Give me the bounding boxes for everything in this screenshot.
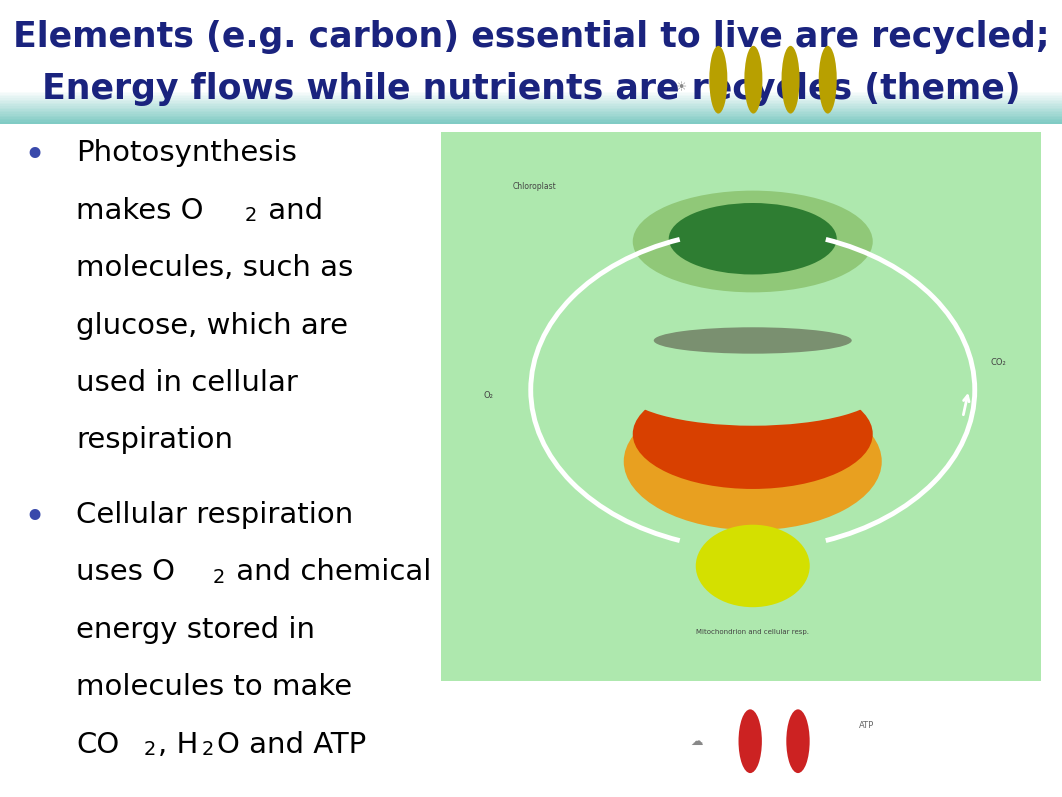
Bar (0, 101, 1062, 103)
Bar (0, 116, 1062, 117)
Bar (0, 114, 1062, 116)
Text: 2: 2 (202, 740, 215, 759)
Bar (0, 98, 1062, 100)
Ellipse shape (696, 524, 809, 607)
Text: ATP: ATP (859, 720, 875, 730)
Bar (441, 132, 1041, 681)
Bar (0, 106, 1062, 108)
Bar (0, 92, 1062, 93)
Text: uses O: uses O (76, 559, 175, 587)
Text: Energy flows while nutrients are recycles (theme): Energy flows while nutrients are recycle… (41, 72, 1021, 106)
Ellipse shape (744, 46, 763, 114)
Text: 2: 2 (212, 568, 225, 587)
Bar (0, 122, 1062, 124)
Text: , H: , H (158, 731, 199, 759)
Text: CO: CO (76, 731, 120, 759)
Text: Elements (e.g. carbon) essential to live are recycled;: Elements (e.g. carbon) essential to live… (13, 20, 1049, 54)
Ellipse shape (633, 379, 873, 489)
Bar (0, 95, 1062, 96)
Ellipse shape (669, 203, 837, 274)
Text: and chemical: and chemical (227, 559, 431, 587)
Bar (0, 96, 1062, 98)
Text: makes O: makes O (76, 197, 204, 225)
Text: Photosynthesis: Photosynthesis (76, 139, 297, 167)
Text: ☁: ☁ (691, 735, 703, 748)
Ellipse shape (782, 46, 800, 114)
Ellipse shape (633, 190, 873, 292)
Text: O and ATP: O and ATP (217, 731, 366, 759)
Text: respiration: respiration (76, 426, 234, 454)
Text: CO₂: CO₂ (991, 358, 1007, 367)
Text: •: • (23, 501, 46, 537)
Bar (0, 108, 1062, 109)
Text: energy stored in: energy stored in (76, 616, 315, 644)
Text: 2: 2 (143, 740, 156, 759)
Text: •: • (23, 139, 46, 175)
Ellipse shape (623, 354, 881, 426)
Text: 2: 2 (244, 206, 257, 226)
Text: used in cellular: used in cellular (76, 369, 298, 397)
Text: O₂: O₂ (484, 391, 494, 400)
Text: ☀: ☀ (675, 81, 687, 94)
Text: Chloroplast: Chloroplast (513, 182, 556, 191)
Bar (0, 120, 1062, 122)
Bar (0, 117, 1062, 119)
Text: and: and (259, 197, 323, 225)
Text: molecules to make: molecules to make (76, 673, 353, 701)
Text: Mitochondrion and cellular resp.: Mitochondrion and cellular resp. (697, 629, 809, 635)
Text: Cellular respiration: Cellular respiration (76, 501, 354, 529)
Ellipse shape (663, 374, 843, 395)
Bar (0, 112, 1062, 114)
Bar (0, 103, 1062, 104)
Ellipse shape (654, 328, 852, 354)
Bar (0, 100, 1062, 101)
Ellipse shape (819, 46, 837, 114)
Text: molecules, such as: molecules, such as (76, 254, 354, 282)
Bar (0, 93, 1062, 95)
Ellipse shape (786, 709, 809, 773)
Ellipse shape (738, 709, 761, 773)
Bar (0, 119, 1062, 120)
Bar (0, 111, 1062, 112)
Bar (0, 109, 1062, 111)
Ellipse shape (623, 393, 881, 530)
Text: glucose, which are: glucose, which are (76, 312, 348, 340)
Ellipse shape (709, 46, 727, 114)
Bar (0, 104, 1062, 106)
